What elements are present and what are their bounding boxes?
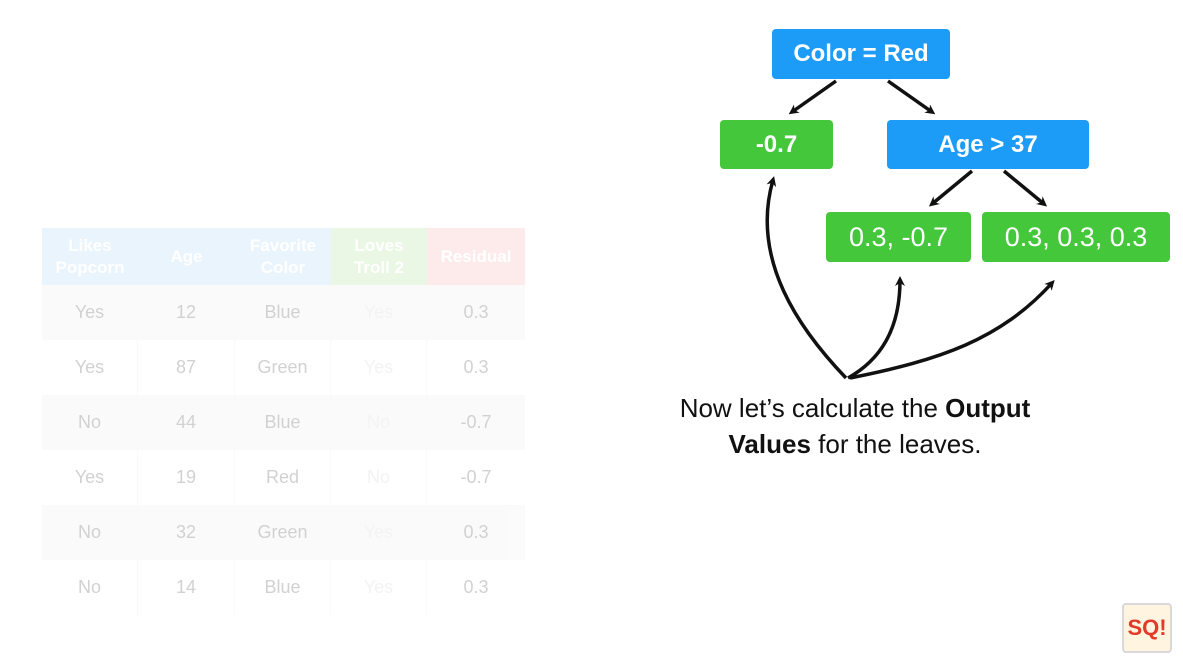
- arrow-root-to-left: [788, 79, 838, 115]
- table-cell: 0.3: [463, 357, 489, 377]
- table-cell: Yes: [331, 560, 427, 615]
- header-residual: Residual: [427, 228, 525, 285]
- statquest-logo: SQ!: [1122, 603, 1172, 653]
- table-cell: 0.3: [427, 505, 525, 560]
- table-cell: Blue: [235, 560, 331, 615]
- leaf-b: 0.3, 0.3, 0.3: [982, 212, 1170, 262]
- table-cell: Blue: [235, 395, 331, 450]
- table-row: Yes 19 Red No -0.7: [42, 450, 525, 505]
- table-cell: Yes: [331, 505, 427, 560]
- leaf-left: -0.7: [720, 120, 833, 169]
- caption-bold-output: Output: [945, 393, 1031, 423]
- caption-part1: Now let’s calculate the: [679, 393, 946, 423]
- header-age: Age: [138, 228, 235, 285]
- table-cell: 12: [138, 285, 235, 340]
- caption: Now let’s calculate the Output Values fo…: [600, 390, 1110, 462]
- table-cell: -0.7: [460, 467, 492, 487]
- table-cell: 0.3: [427, 285, 525, 340]
- table-header-row: Likes Popcorn Age Favorite Color Loves Trol…: [42, 228, 525, 285]
- node-color-red: Color = Red: [772, 29, 950, 79]
- table-cell: No: [42, 395, 138, 450]
- table-cell: 87: [138, 340, 235, 395]
- table-cell: Green: [235, 340, 331, 395]
- table-cell: No: [42, 505, 138, 560]
- table-cell: No: [331, 450, 427, 505]
- header-favorite-color: Favorite Color: [235, 228, 331, 285]
- arrow-caption-to-leaf-b: [849, 280, 1055, 380]
- table-row: Yes 87 Green Yes 0.3: [42, 340, 525, 395]
- table-row: No 44 Blue No -0.7: [42, 395, 525, 450]
- arrow-root-to-age: [886, 79, 936, 115]
- table-row: No 14 Blue Yes 0.3: [42, 560, 525, 615]
- table-cell: Yes: [42, 285, 138, 340]
- table-cell: Yes: [331, 340, 427, 395]
- table-cell: Yes: [331, 285, 427, 340]
- table-cell: Red: [235, 450, 331, 505]
- leaf-a: 0.3, -0.7: [826, 212, 971, 262]
- table-cell: 0.3: [463, 577, 489, 597]
- header-likes-popcorn: Likes Popcorn: [42, 228, 138, 285]
- table-cell: -0.7: [427, 395, 525, 450]
- table-cell: 14: [138, 560, 235, 615]
- table-cell: 32: [138, 505, 235, 560]
- caption-part2: for the leaves.: [810, 429, 982, 459]
- table-cell: Blue: [235, 285, 331, 340]
- table-cell: Yes: [42, 450, 138, 505]
- table-cell: 19: [138, 450, 235, 505]
- caption-bold-values: Values: [728, 429, 811, 459]
- arrow-caption-to-leaf-a: [847, 276, 905, 380]
- arrow-caption-to-left-leaf: [765, 176, 848, 380]
- data-table: Likes Popcorn Age Favorite Color Loves Trol…: [42, 228, 525, 615]
- node-age-split: Age > 37: [887, 120, 1089, 169]
- arrow-age-to-leaf-b: [1002, 169, 1048, 207]
- table-cell: No: [42, 560, 138, 615]
- table-row: No 32 Green Yes 0.3: [42, 505, 525, 560]
- table-cell: 44: [138, 395, 235, 450]
- table-cell: Yes: [42, 340, 138, 395]
- header-loves-troll-2: Loves Troll 2: [331, 228, 427, 285]
- table-row: Yes 12 Blue Yes 0.3: [42, 285, 525, 340]
- table-cell: Green: [235, 505, 331, 560]
- table-cell: No: [331, 395, 427, 450]
- arrow-age-to-leaf-a: [928, 169, 974, 207]
